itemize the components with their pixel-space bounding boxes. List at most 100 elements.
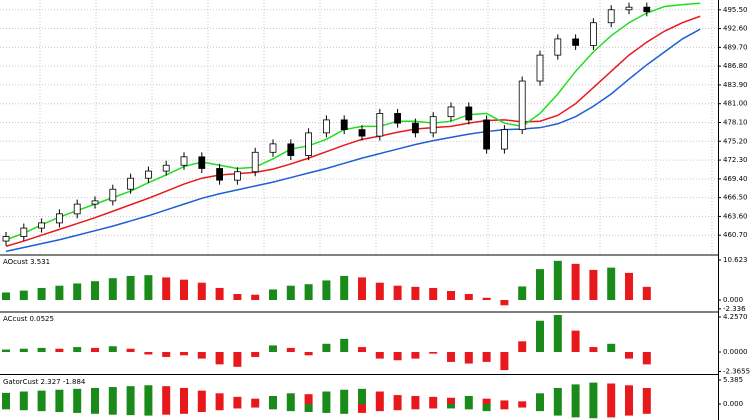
histogram-bar [358, 347, 366, 353]
y-tick-label: -2.336 [723, 305, 746, 313]
histogram-bar [589, 347, 598, 353]
candle-body [536, 54, 544, 82]
candle-body [251, 151, 259, 173]
histogram-bar [233, 293, 242, 301]
histogram-bar [642, 286, 651, 301]
histogram-bar [37, 403, 46, 412]
histogram-bar [73, 347, 82, 353]
histogram-bar [536, 393, 544, 404]
candle-body [162, 164, 170, 172]
histogram-bar [269, 345, 277, 353]
histogram-bar [464, 352, 473, 364]
histogram-bar [2, 403, 10, 410]
histogram-bar [607, 383, 616, 404]
histogram-bar [411, 352, 420, 359]
candle-body [500, 129, 508, 150]
histogram-bar [126, 275, 135, 301]
histogram-bar [642, 352, 651, 365]
histogram-bar [375, 391, 384, 404]
candle-body [483, 119, 491, 150]
candle-body [233, 171, 241, 181]
histogram-bar [269, 403, 277, 410]
histogram-bar [304, 403, 313, 413]
histogram-bar [589, 403, 598, 419]
histogram-bar [108, 387, 117, 404]
candle-body [643, 6, 651, 13]
histogram-bar [215, 403, 224, 411]
histogram-bar [162, 403, 171, 415]
histogram-bar [322, 343, 331, 353]
histogram-bar [429, 352, 438, 354]
histogram-bar [73, 403, 82, 413]
histogram-bar [429, 287, 438, 301]
histogram-bar [286, 347, 295, 353]
histogram-bar [571, 330, 580, 353]
histogram-bar [625, 272, 633, 301]
histogram-bar [482, 352, 491, 362]
histogram-bar [215, 287, 224, 301]
alligator-line [5, 28, 701, 253]
histogram-bar [197, 282, 206, 301]
histogram-bar [429, 403, 438, 409]
histogram-bar [464, 293, 473, 301]
histogram-bar [322, 403, 331, 413]
histogram-bar [500, 400, 509, 404]
candle-body [590, 22, 597, 46]
histogram-bar [286, 285, 295, 301]
y-tick-label: 0.0000 [723, 348, 748, 356]
histogram-bar [73, 388, 82, 404]
histogram-bar [571, 263, 580, 301]
histogram-bar [375, 282, 384, 301]
histogram-bar [91, 347, 99, 353]
histogram-bar [19, 290, 28, 301]
histogram-bar [108, 403, 117, 415]
candle-body [198, 156, 206, 169]
histogram-bar [447, 352, 455, 362]
y-tick-label: 0.000 [723, 400, 743, 408]
histogram-bar [518, 403, 527, 408]
histogram-bar [340, 338, 349, 353]
histogram-bar [286, 403, 295, 412]
candle-body [572, 38, 579, 46]
histogram-bar [180, 352, 188, 356]
histogram-bar [2, 392, 10, 404]
histogram-bar [447, 290, 455, 301]
histogram-bar [553, 387, 562, 404]
histogram-bar [482, 297, 491, 301]
histogram-bar [642, 403, 651, 414]
histogram-bar [375, 403, 384, 412]
histogram-bar [304, 284, 313, 301]
histogram-bar [340, 275, 349, 301]
candle-body [216, 168, 224, 181]
histogram-bar [464, 403, 473, 410]
candle-body [144, 170, 152, 179]
histogram-bar [144, 352, 153, 355]
histogram-bar [625, 352, 633, 359]
alligator-line [5, 2, 701, 241]
histogram-bar [518, 341, 527, 353]
candle-body [394, 113, 402, 124]
histogram-bar [536, 320, 544, 353]
candle-body [38, 222, 45, 229]
histogram-bar [553, 314, 562, 353]
histogram-bar [322, 391, 331, 404]
candle-body [180, 156, 188, 166]
candle-body [518, 80, 526, 131]
histogram-bar [19, 348, 28, 353]
candle-body [287, 143, 295, 156]
histogram-bar [447, 397, 455, 404]
y-tick-label: 460.70 [723, 231, 748, 239]
pane-title: GatorCust 2.327 -1.884 [3, 378, 86, 386]
histogram-bar [518, 401, 527, 404]
histogram-bar [37, 390, 46, 404]
candle-body [56, 213, 63, 224]
histogram-bar [2, 349, 10, 353]
histogram-bar [589, 269, 598, 301]
candle-body [91, 200, 99, 205]
histogram-bar [162, 386, 171, 404]
histogram-bar [126, 386, 135, 404]
histogram-bar [144, 403, 153, 416]
histogram-bar [55, 403, 64, 413]
histogram-bar [126, 403, 135, 416]
